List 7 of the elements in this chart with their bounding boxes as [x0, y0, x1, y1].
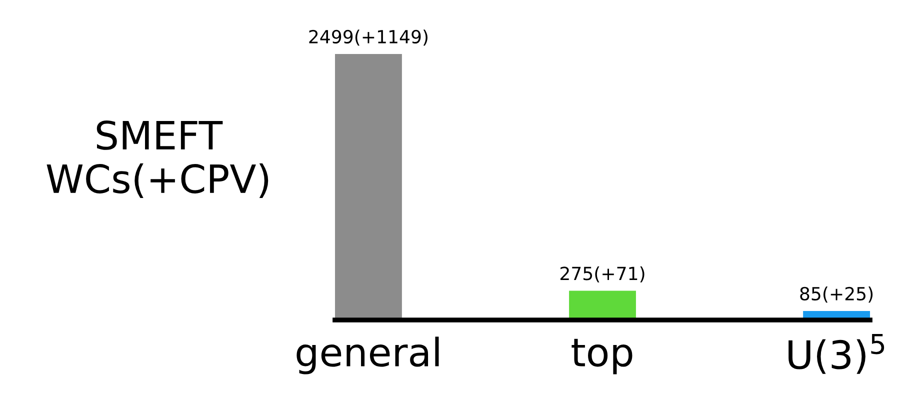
x-tick-label: U(3)$^{5}$: [788, 334, 884, 374]
y-axis-title: SMEFT WCs(+CPV): [46, 120, 268, 198]
data-label: 85(+25): [800, 286, 873, 303]
x-tick-label: general: [296, 336, 439, 374]
data-label: 275(+71): [560, 266, 644, 282]
x-tick-label: top: [572, 338, 632, 374]
data-label: 2499(+1149): [309, 30, 428, 46]
